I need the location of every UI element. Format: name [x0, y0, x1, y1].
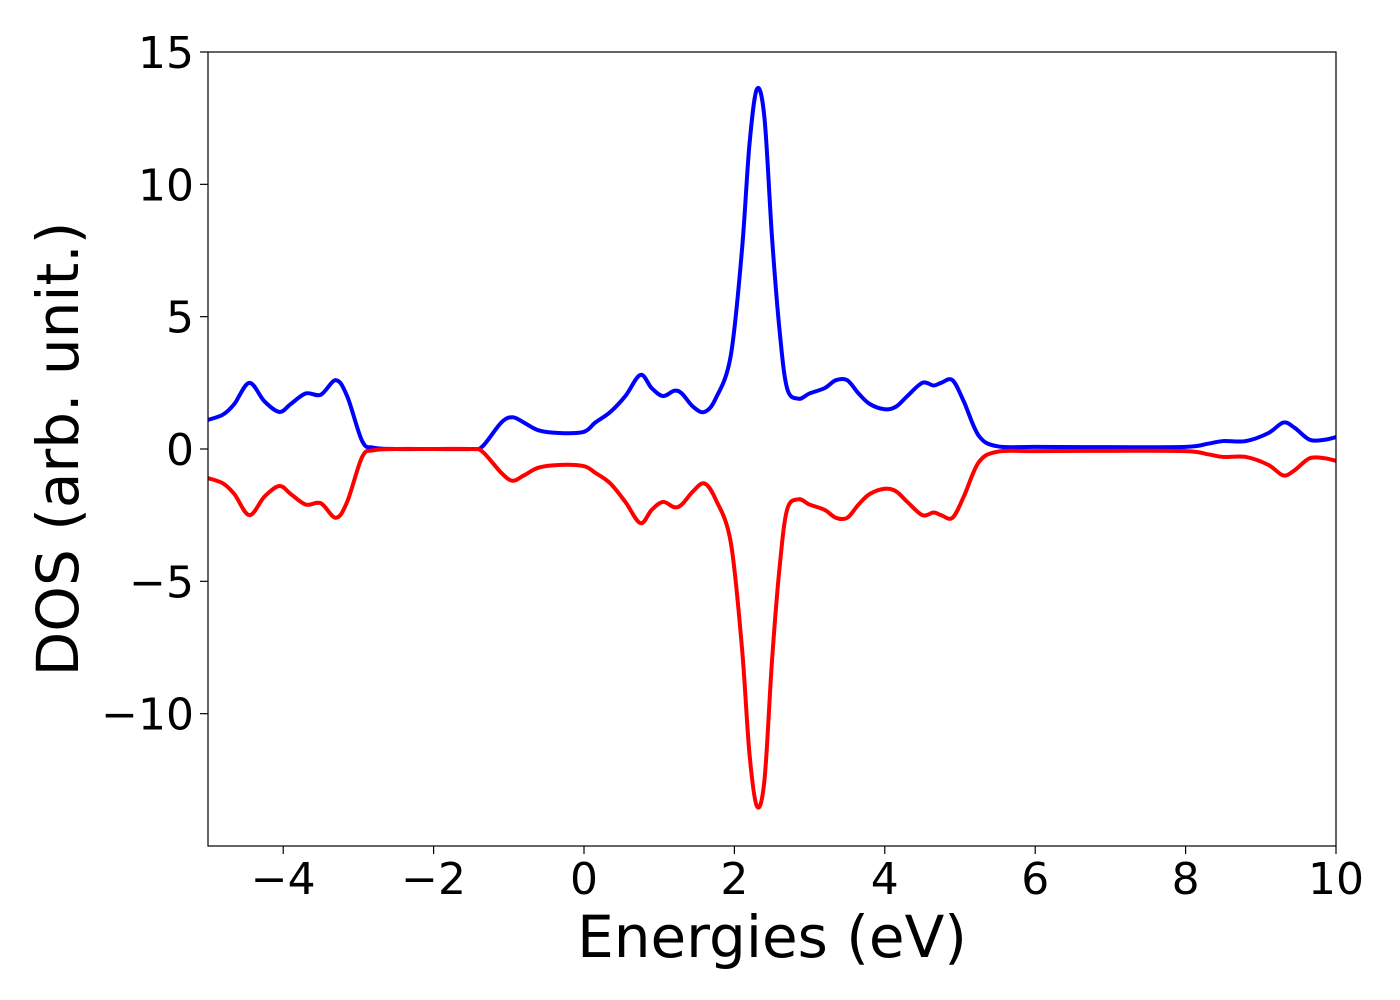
x-tick-label: −4 [251, 854, 316, 905]
y-tick-label: 5 [166, 293, 194, 344]
x-tick-label: 8 [1172, 854, 1200, 905]
series-line-positive [208, 86, 1336, 452]
x-tick-label: 10 [1308, 854, 1364, 905]
x-tick-label: 2 [720, 854, 748, 905]
y-tick-label: 10 [138, 160, 194, 211]
series-layer [208, 86, 1336, 810]
x-tick-label: 0 [570, 854, 598, 905]
x-axis: −4 −2 0 2 4 6 8 10 [251, 846, 1364, 905]
x-axis-title: Energies (eV) [577, 903, 967, 971]
x-tick-label: 4 [871, 854, 899, 905]
x-tick-label: 6 [1021, 854, 1049, 905]
series-line-negative [208, 446, 1336, 810]
y-axis-title: DOS (arb. unit.) [24, 222, 92, 677]
y-tick-label: 0 [166, 425, 194, 476]
y-axis: −10 −5 0 5 10 15 [101, 28, 208, 741]
x-tick-label: −2 [401, 854, 466, 905]
y-tick-label: −10 [101, 690, 194, 741]
y-tick-label: 15 [138, 28, 194, 79]
y-tick-label: −5 [129, 557, 194, 608]
